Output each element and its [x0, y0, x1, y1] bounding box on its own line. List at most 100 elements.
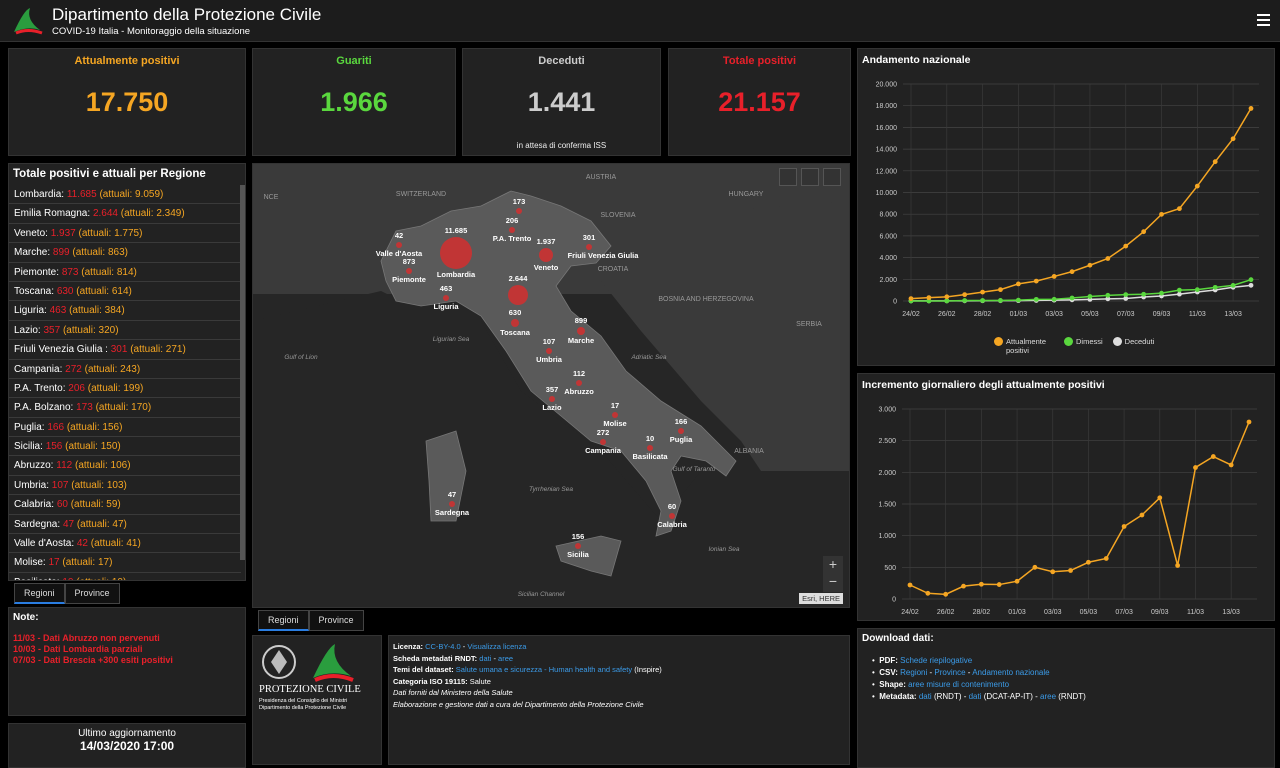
bubble-value: 206	[506, 216, 519, 225]
region-total: 873	[61, 266, 79, 278]
link[interactable]: CC-BY-4.0	[425, 642, 461, 651]
x-tick-label: 26/02	[937, 609, 955, 616]
map-label: Tyrrhenian Sea	[529, 486, 573, 493]
case-bubble	[678, 428, 684, 434]
map-tool[interactable]	[823, 168, 841, 186]
region-title: Totale positivi e attuali per Regione	[13, 168, 206, 180]
download-list: • PDF: Schede riepilogative • CSV: Region…	[872, 655, 1086, 703]
bubble-name: Lazio	[542, 403, 562, 412]
bubble-value: 357	[546, 385, 559, 394]
point	[1103, 556, 1109, 561]
update-value: 14/03/2020 17:00	[79, 739, 175, 753]
y-tick-label: 4.000	[879, 255, 897, 262]
region-name: Marche:	[14, 247, 51, 259]
region-current: (attuali: 170)	[95, 402, 152, 414]
region-current: (attuali: 243)	[84, 363, 141, 375]
point	[1175, 563, 1181, 568]
text: Shape:	[879, 680, 909, 689]
bubble-name: Molise	[603, 419, 626, 428]
region-total: 60	[56, 499, 68, 511]
tab[interactable]: Province	[64, 583, 120, 604]
bubble-name: Puglia	[670, 435, 693, 444]
region-row: Lombardia: 11.685 (attuali: 9.059)	[9, 185, 241, 205]
link[interactable]: dati	[918, 692, 932, 701]
logo-line: Presidenza del Consiglio dei Ministri	[259, 698, 348, 704]
tab[interactable]: Province	[308, 610, 364, 631]
link[interactable]: aree	[1040, 692, 1057, 701]
link[interactable]: Visualizza licenza	[467, 642, 527, 651]
x-tick-label: 13/03	[1222, 609, 1240, 616]
series-line	[910, 284, 1252, 302]
legend-item[interactable]: Attualmente positivi	[994, 337, 1054, 355]
logo-icon	[14, 8, 43, 35]
link[interactable]: Regioni	[900, 668, 928, 677]
point	[1123, 292, 1129, 298]
link[interactable]: Province	[934, 668, 966, 677]
x-tick-label: 09/03	[1151, 609, 1169, 616]
series-line	[911, 278, 1252, 302]
x-tick-label: 24/02	[901, 609, 919, 616]
link[interactable]: aree	[498, 653, 514, 663]
point	[1159, 290, 1164, 296]
legend-item[interactable]: Dimessi	[1064, 337, 1103, 346]
map-tool[interactable]	[779, 168, 797, 186]
legend-item[interactable]: Deceduti	[1112, 337, 1154, 346]
link[interactable]: Schede riepilogative	[900, 656, 973, 665]
region-current: (attuali: 41)	[90, 538, 141, 550]
region-total: 463	[49, 305, 67, 317]
region-row: Toscana: 630 (attuali: 614)	[9, 282, 241, 302]
text-line: Dati forniti dal Ministero della Salute	[393, 687, 845, 699]
text: Licenza:	[393, 642, 426, 651]
kpi-label: Deceduti	[538, 55, 585, 67]
y-tick-label: 1.500	[878, 502, 896, 509]
text-line: Categoria ISO 19115: Salute	[393, 676, 845, 688]
region-name: Friuli Venezia Giulia :	[14, 344, 108, 356]
case-bubble	[539, 248, 553, 262]
point	[1105, 296, 1111, 302]
chart: Incremento giornaliero degli attualmente…	[862, 379, 1257, 616]
note-item: 10/03 - Dati Lombardia parziali	[13, 644, 143, 654]
region-name: Umbria:	[14, 479, 50, 491]
kpi-label: Guariti	[336, 55, 372, 67]
point	[980, 289, 985, 295]
kpi-value: 1.441	[527, 87, 596, 117]
bubble-value: 899	[575, 316, 588, 325]
map-tool[interactable]	[801, 168, 819, 186]
region-name: Toscana:	[14, 285, 55, 297]
logo-emblems	[262, 644, 354, 682]
bubble-value: 112	[573, 369, 585, 378]
link[interactable]: dati	[968, 692, 982, 701]
text: Salute	[467, 676, 491, 686]
tab[interactable]: Regioni	[258, 610, 309, 631]
chart-title: Incremento giornaliero degli attualmente…	[862, 379, 1105, 391]
bubble-value: 156	[572, 532, 585, 541]
update-label: Ultimo aggiornamento	[78, 728, 176, 739]
link[interactable]: aree misure di contenimento	[908, 680, 1010, 689]
menu-button[interactable]	[1257, 14, 1270, 26]
region-current: (attuali: 106)	[74, 460, 131, 472]
text-line: Temi del dataset: Salute umana e sicurez…	[393, 664, 845, 676]
region-name: Abruzzo:	[14, 460, 54, 472]
map-label: HUNGARY	[729, 191, 764, 198]
region-row: Valle d'Aosta: 42 (attuali: 41)	[9, 534, 241, 554]
region-row: Abruzzo: 112 (attuali: 106)	[9, 456, 241, 476]
scrollbar[interactable]	[240, 185, 245, 560]
link[interactable]: Andamento nazionale	[972, 668, 1050, 677]
bubble-value: 630	[509, 308, 522, 317]
y-tick-label: 20.000	[876, 82, 898, 89]
y-tick-label: 0	[893, 299, 897, 306]
region-total: 47	[62, 518, 75, 530]
link[interactable]: Salute umana e sicurezza - Human health …	[455, 665, 633, 674]
kpi-label: Totale positivi	[722, 55, 797, 67]
point	[943, 591, 949, 597]
tab[interactable]: Regioni	[14, 583, 65, 604]
link[interactable]: dati	[479, 653, 492, 663]
list-item: • Shape: aree misure di contenimento	[872, 680, 1010, 689]
list-item: • Metadata: dati (RNDT) - dati (DCAT-AP-…	[872, 692, 1086, 701]
point	[1177, 291, 1182, 297]
y-tick-label: 2.000	[878, 470, 896, 477]
update-panel: Ultimo aggiornamento 14/03/2020 17:00	[8, 723, 246, 768]
region-name: Piemonte:	[14, 266, 60, 278]
case-bubble	[508, 285, 528, 305]
zoom-control[interactable]: + −	[823, 556, 843, 592]
